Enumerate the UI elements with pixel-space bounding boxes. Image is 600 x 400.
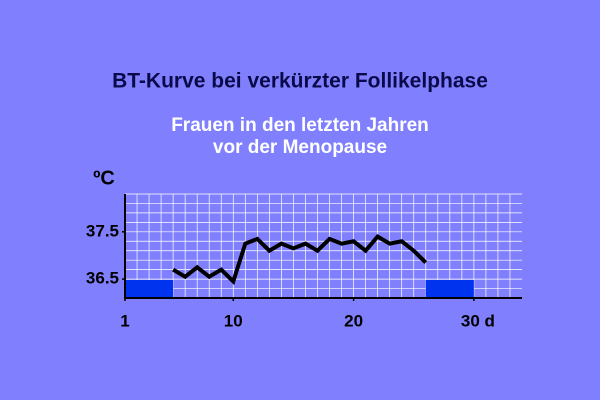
y-tick-label: 36.5 (86, 269, 119, 288)
x-tick-label: 10 (224, 311, 243, 330)
chart-subtitle: Frauen in den letzten Jahren (171, 115, 429, 136)
chart-title: BT-Kurve bei verkürzter Follikelphase (112, 70, 488, 93)
data-line (172, 233, 428, 286)
chart-subtitle: vor der Menopause (213, 137, 387, 158)
y-tick-label: 37.5 (86, 221, 119, 240)
period-bar (125, 280, 174, 298)
x-tick-label: 30 d (461, 311, 495, 330)
period-bar (425, 280, 474, 298)
y-axis-label: ºC (93, 167, 115, 189)
x-tick-label: 1 (120, 311, 129, 330)
x-tick-label: 20 (344, 311, 363, 330)
